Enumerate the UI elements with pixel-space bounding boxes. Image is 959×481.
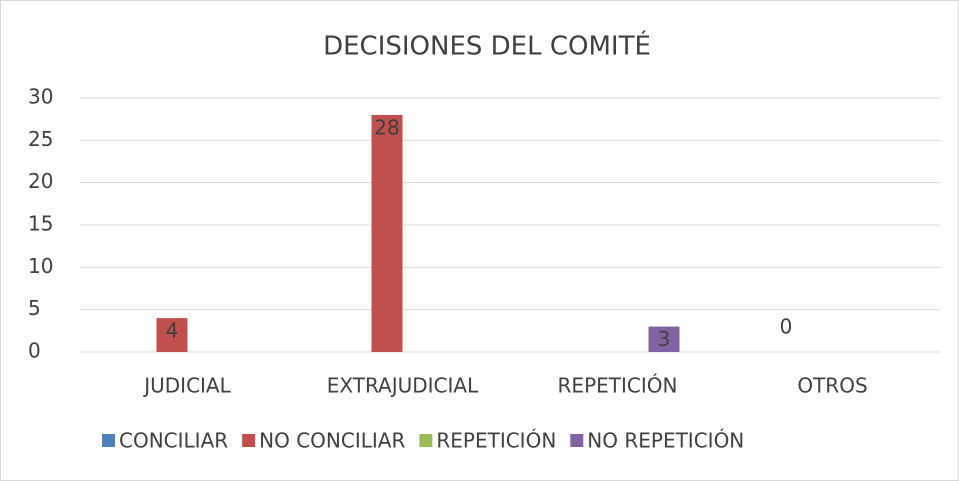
x-tick-label: JUDICIAL — [142, 374, 231, 398]
x-tick-label: OTROS — [797, 374, 867, 398]
data-label: 28 — [374, 115, 399, 139]
data-label: 3 — [658, 327, 671, 351]
x-tick-label: REPETICIÓN — [558, 374, 678, 398]
legend-label: REPETICIÓN — [436, 429, 556, 453]
legend-label: NO CONCILIAR — [259, 429, 405, 453]
legend-swatch — [102, 434, 115, 447]
bar — [156, 318, 188, 352]
y-tick-label: 10 — [28, 254, 53, 278]
legend-swatch — [419, 434, 433, 447]
data-label: 4 — [166, 319, 179, 343]
bar — [371, 114, 403, 352]
bar — [648, 326, 680, 352]
x-tick-label: EXTRAJUDICIAL — [327, 374, 479, 398]
y-tick-label: 15 — [28, 212, 53, 236]
y-tick-label: 20 — [28, 169, 53, 193]
y-tick-label: 0 — [28, 339, 41, 363]
legend-swatch — [570, 434, 584, 447]
chart-title: DECISIONES DEL COMITÉ — [323, 30, 651, 62]
legend-label: CONCILIAR — [119, 429, 228, 453]
data-label: 0 — [780, 315, 793, 339]
legend-swatch — [242, 434, 256, 447]
y-tick-label: 25 — [28, 127, 53, 151]
y-tick-label: 5 — [28, 296, 41, 320]
legend-label: NO REPETICIÓN — [587, 429, 744, 453]
y-tick-label: 30 — [28, 85, 53, 109]
